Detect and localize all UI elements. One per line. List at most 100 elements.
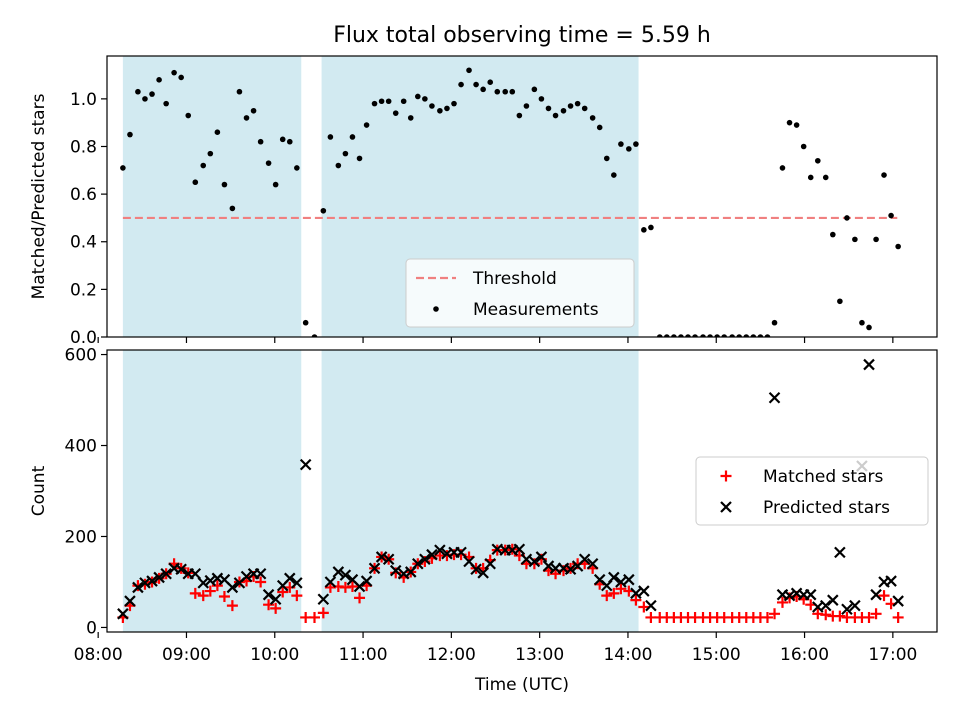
measurement-point	[707, 334, 713, 337]
measurement-point	[581, 105, 588, 112]
measurement-point	[859, 319, 865, 326]
predicted-star-point	[885, 575, 897, 587]
measurement-point	[764, 334, 771, 337]
measurement-point	[545, 105, 552, 112]
measurement-point	[221, 181, 228, 188]
measurement-point	[356, 155, 363, 162]
y-axis-label: Matched/Predicted stars	[29, 93, 49, 299]
predicted-star-point	[412, 557, 424, 570]
measurement-point	[852, 236, 858, 243]
predicted-star-point	[226, 581, 239, 594]
predicted-star-point	[841, 603, 853, 616]
y-tick-label: 0.8	[70, 137, 97, 157]
measurement-point	[574, 100, 581, 107]
predicted-star-point	[262, 588, 275, 601]
measurement-point	[437, 107, 443, 114]
x-tick-label: 11:00	[339, 645, 388, 665]
measurement-point	[633, 141, 639, 147]
measurement-point	[779, 165, 786, 171]
measurement-point	[814, 157, 821, 164]
measurement-point	[603, 155, 610, 162]
matched-star-point	[608, 587, 620, 599]
measurement-point	[302, 319, 309, 326]
predicted-star-point	[254, 568, 267, 580]
measurement-point	[279, 136, 286, 143]
predicted-star-point	[470, 563, 482, 576]
predicted-star-point	[819, 599, 832, 612]
axes-frame	[106, 349, 938, 633]
predicted-star-point	[804, 588, 817, 601]
y-tick-label: 0.2	[70, 280, 97, 300]
legend-label: Predicted stars	[763, 498, 890, 518]
observing-window-span	[122, 350, 302, 632]
measurement-point	[466, 67, 472, 74]
predicted-star-point	[849, 599, 861, 612]
measurement-point	[560, 107, 567, 114]
predicted-star-point	[360, 575, 373, 587]
y-tick-label: 200	[65, 527, 97, 547]
measurement-point	[509, 88, 516, 95]
figure-title: Flux total observing time = 5.59 h	[333, 23, 711, 48]
measurement-point	[342, 150, 349, 157]
measurement-point	[721, 334, 728, 337]
predicted-star-point	[389, 564, 402, 577]
measurement-point	[611, 172, 617, 178]
measurement-point	[286, 138, 293, 145]
legend-label: Matched stars	[763, 467, 883, 487]
measurement-point	[156, 77, 162, 83]
predicted-star-point	[542, 560, 555, 572]
measurement-point	[178, 74, 184, 81]
measurement-point	[626, 146, 632, 152]
measurement-point	[243, 115, 250, 121]
matched-star-point	[346, 581, 358, 593]
predicted-star-point	[117, 608, 129, 620]
measurement-point	[120, 165, 126, 171]
x-tick-label: 13:00	[515, 645, 564, 665]
measurement-point	[272, 181, 279, 188]
predicted-star-point	[197, 577, 210, 589]
measurement-point	[807, 174, 814, 181]
measurement-point	[596, 124, 603, 131]
bottom-panel-counts: 0 200 400 600 08:00 09:00 10:00 11:00 12:00 13:00…	[29, 346, 938, 695]
matched-star-point	[204, 585, 216, 597]
measurement-point	[415, 93, 421, 100]
measurement-point	[743, 334, 750, 337]
predicted-star-point	[382, 553, 395, 566]
measurement-point	[422, 96, 428, 102]
legend-matched-swatch	[720, 470, 732, 482]
predicted-star-point	[132, 581, 144, 594]
predicted-star-point	[623, 573, 635, 586]
y-axis-label: Count	[29, 465, 49, 516]
legend-predicted-swatch	[720, 501, 732, 513]
measurement-point	[678, 334, 684, 337]
x-tick-label: 16:00	[780, 645, 829, 665]
measurement-point	[692, 334, 698, 337]
measurement-point	[830, 231, 836, 238]
predicted-star-point	[291, 577, 303, 589]
measurement-point	[171, 69, 177, 76]
measurement-point	[822, 174, 829, 181]
measurement-point	[771, 319, 778, 326]
measurement-point	[589, 115, 596, 121]
matched-star-point	[638, 601, 650, 613]
legend-box	[405, 258, 635, 328]
measurement-point	[200, 162, 207, 169]
matched-star-point	[354, 592, 366, 604]
measurement-point	[236, 88, 243, 95]
predicted-star-point	[419, 553, 431, 566]
measurement-point	[400, 98, 407, 105]
measurement-point	[257, 138, 264, 145]
predicted-star-point	[146, 575, 158, 587]
measurement-point	[873, 236, 879, 243]
measurement-point	[793, 122, 800, 128]
matched-star-point	[863, 611, 875, 623]
matched-star-point	[226, 600, 238, 612]
matched-star-point	[834, 610, 846, 622]
predicted-star-point	[269, 593, 282, 606]
measurement-point	[750, 334, 757, 337]
measurement-point	[451, 100, 457, 107]
measurement-point	[311, 334, 318, 337]
measurement-point	[866, 324, 872, 331]
matched-star-point	[630, 594, 642, 606]
